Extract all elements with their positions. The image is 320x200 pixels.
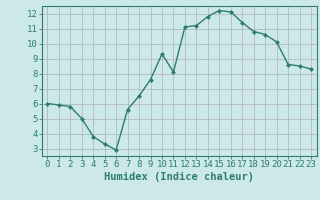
X-axis label: Humidex (Indice chaleur): Humidex (Indice chaleur) bbox=[104, 172, 254, 182]
